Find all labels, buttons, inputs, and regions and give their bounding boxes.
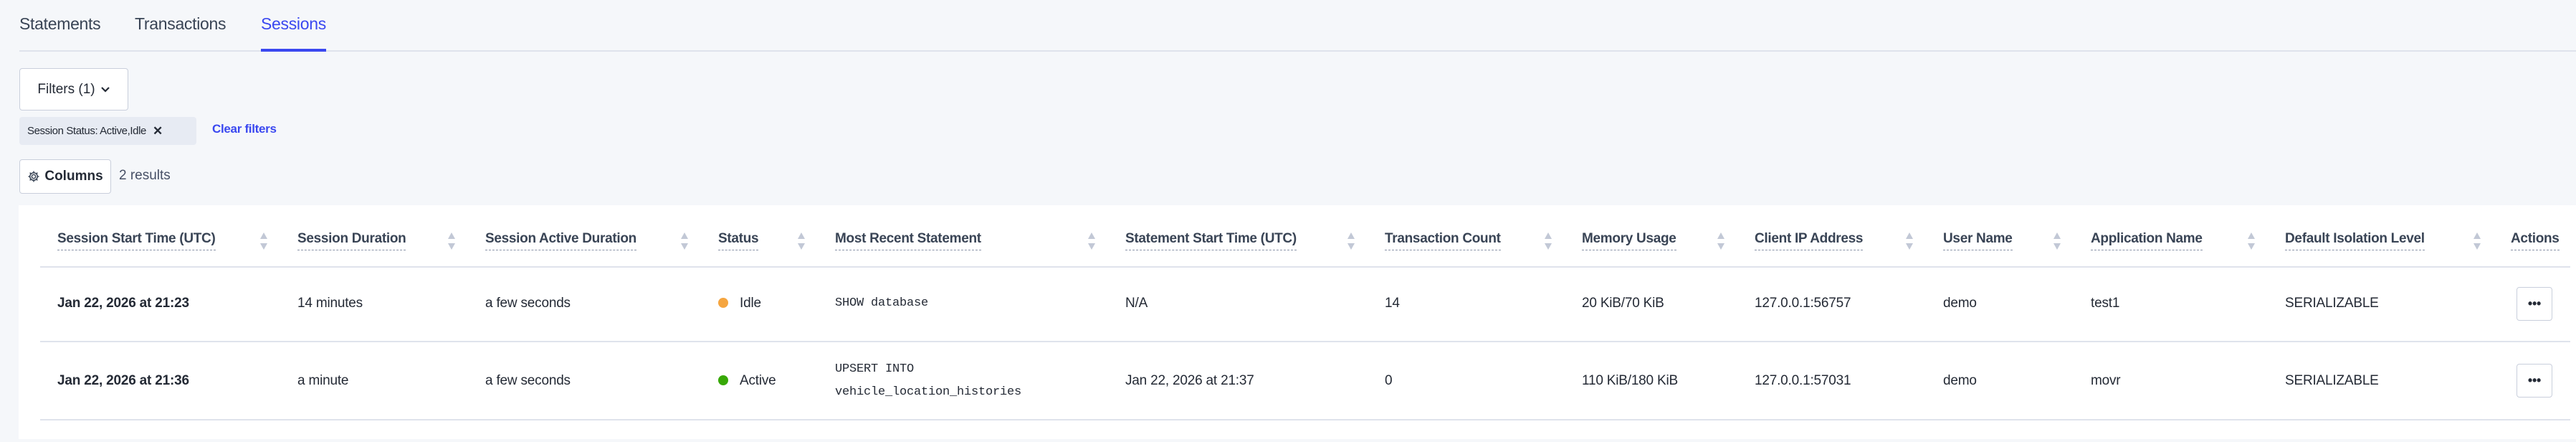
cell-most-recent-statement[interactable]: SHOW database bbox=[835, 296, 929, 310]
column-label[interactable]: Client IP Address bbox=[1755, 231, 1863, 250]
column-header-actions: Actions bbox=[2511, 215, 2570, 266]
sort-icon[interactable] bbox=[798, 232, 805, 250]
status-text: Idle bbox=[740, 296, 761, 311]
cell-memory-usage: 110 KiB/180 KiB bbox=[1582, 372, 1678, 388]
cell-session-duration: a minute bbox=[297, 372, 349, 388]
sort-icon[interactable] bbox=[681, 232, 688, 250]
gear-icon bbox=[28, 171, 39, 182]
tab-sessions[interactable]: Sessions bbox=[261, 14, 326, 52]
chevron-down-icon bbox=[100, 86, 110, 93]
sort-icon[interactable] bbox=[1347, 232, 1355, 250]
column-header-session-start-time: Session Start Time (UTC) bbox=[57, 215, 297, 266]
filter-chip-label: Session Status: Active,Idle bbox=[27, 125, 146, 137]
column-header-statement-start-time: Statement Start Time (UTC) bbox=[1125, 215, 1385, 266]
cell-application-name: movr bbox=[2091, 372, 2121, 388]
column-header-most-recent-statement: Most Recent Statement bbox=[835, 215, 1125, 266]
sort-icon[interactable] bbox=[448, 232, 455, 250]
cell-session-start-time: Jan 22, 2026 at 21:36 bbox=[57, 372, 189, 388]
cell-actions: ••• bbox=[2511, 364, 2570, 398]
status-dot-icon bbox=[718, 298, 728, 308]
table-header: Session Start Time (UTC) Session Duration… bbox=[40, 215, 2570, 268]
status-dot-icon bbox=[718, 375, 728, 385]
column-header-session-active-duration: Session Active Duration bbox=[485, 215, 718, 266]
column-header-session-duration: Session Duration bbox=[297, 215, 485, 266]
sessions-table: Session Start Time (UTC) Session Duration… bbox=[19, 205, 2576, 439]
sort-icon[interactable] bbox=[1717, 232, 1725, 250]
cell-default-isolation-level: SERIALIZABLE bbox=[2285, 372, 2379, 388]
tab-transactions[interactable]: Transactions bbox=[135, 14, 226, 33]
column-header-memory-usage: Memory Usage bbox=[1582, 215, 1755, 266]
cell-session-active-duration: a few seconds bbox=[485, 296, 571, 311]
clear-filters-link[interactable]: Clear filters bbox=[212, 122, 277, 136]
column-label[interactable]: Application Name bbox=[2091, 231, 2203, 250]
tab-statements[interactable]: Statements bbox=[19, 14, 101, 33]
column-header-transaction-count: Transaction Count bbox=[1385, 215, 1582, 266]
filters-label: Filters (1) bbox=[37, 81, 95, 97]
cell-client-ip-address: 127.0.0.1:57031 bbox=[1755, 372, 1851, 388]
columns-label: Columns bbox=[44, 169, 103, 184]
column-label[interactable]: Actions bbox=[2511, 231, 2560, 250]
column-label[interactable]: Most Recent Statement bbox=[835, 231, 981, 250]
column-label[interactable]: Memory Usage bbox=[1582, 231, 1676, 250]
cell-session-duration: 14 minutes bbox=[297, 296, 363, 311]
filters-button[interactable]: Filters (1) bbox=[19, 68, 128, 110]
sort-icon[interactable] bbox=[260, 232, 267, 250]
cell-transaction-count: 0 bbox=[1385, 372, 1393, 388]
column-label[interactable]: Session Duration bbox=[297, 231, 406, 250]
column-label[interactable]: Statement Start Time (UTC) bbox=[1125, 231, 1297, 250]
sort-icon[interactable] bbox=[2248, 232, 2255, 250]
column-label[interactable]: User Name bbox=[1943, 231, 2013, 250]
cell-client-ip-address: 127.0.0.1:56757 bbox=[1755, 296, 1851, 311]
tab-bar: Statements Transactions Sessions bbox=[19, 0, 2576, 52]
column-header-default-isolation-level: Default Isolation Level bbox=[2285, 215, 2511, 266]
filter-chip: Session Status: Active,Idle ✕ bbox=[19, 117, 196, 145]
cell-application-name: test1 bbox=[2091, 296, 2120, 311]
column-header-application-name: Application Name bbox=[2091, 215, 2285, 266]
status-text: Active bbox=[740, 372, 776, 388]
table-row: Jan 22, 2026 at 21:23 14 minutes a few sec… bbox=[40, 266, 2570, 342]
column-label[interactable]: Session Active Duration bbox=[485, 231, 636, 250]
table-row: Jan 22, 2026 at 21:36 a minute a few secon… bbox=[40, 342, 2570, 420]
more-actions-button[interactable]: ••• bbox=[2517, 286, 2552, 321]
cell-default-isolation-level: SERIALIZABLE bbox=[2285, 296, 2379, 311]
cell-user-name: demo bbox=[1943, 372, 1977, 388]
cell-most-recent-statement[interactable]: UPSERT INTO vehicle_location_histories bbox=[835, 362, 1022, 399]
cell-session-start-time: Jan 22, 2026 at 21:23 bbox=[57, 296, 189, 311]
cell-status: Idle bbox=[718, 296, 835, 311]
sort-icon[interactable] bbox=[2053, 232, 2061, 250]
cell-transaction-count: 14 bbox=[1385, 296, 1400, 311]
sort-icon[interactable] bbox=[1906, 232, 1913, 250]
column-header-status: Status bbox=[718, 215, 835, 266]
cell-memory-usage: 20 KiB/70 KiB bbox=[1582, 296, 1664, 311]
column-label[interactable]: Default Isolation Level bbox=[2285, 231, 2425, 250]
column-header-client-ip-address: Client IP Address bbox=[1755, 215, 1943, 266]
cell-statement-start-time: Jan 22, 2026 at 21:37 bbox=[1125, 372, 1254, 388]
sort-icon[interactable] bbox=[1545, 232, 1552, 250]
sort-icon[interactable] bbox=[1088, 232, 1095, 250]
sort-icon[interactable] bbox=[2474, 232, 2481, 250]
column-label[interactable]: Status bbox=[718, 231, 759, 250]
cell-session-active-duration: a few seconds bbox=[485, 372, 571, 388]
cell-user-name: demo bbox=[1943, 296, 1977, 311]
column-label[interactable]: Transaction Count bbox=[1385, 231, 1501, 250]
results-count: 2 results bbox=[119, 168, 171, 183]
cell-status: Active bbox=[718, 373, 835, 389]
cell-statement-start-time: N/A bbox=[1125, 296, 1148, 311]
column-header-user-name: User Name bbox=[1943, 215, 2091, 266]
cell-actions: ••• bbox=[2511, 286, 2570, 321]
columns-button[interactable]: Columns bbox=[19, 159, 111, 194]
column-label[interactable]: Session Start Time (UTC) bbox=[57, 231, 216, 250]
more-actions-button[interactable]: ••• bbox=[2517, 364, 2552, 398]
close-icon[interactable]: ✕ bbox=[152, 123, 163, 138]
